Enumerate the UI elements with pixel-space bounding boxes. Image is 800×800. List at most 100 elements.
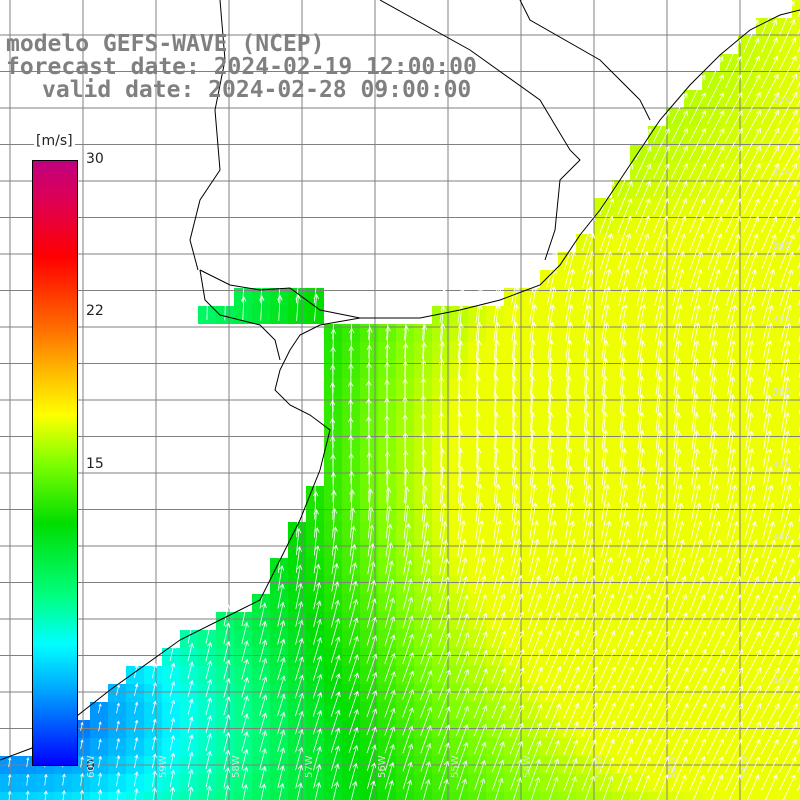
wind-cell [18,792,36,800]
wind-arrow [187,661,194,679]
wind-arrow [761,37,778,71]
wind-arrow [706,720,725,755]
wind-arrow [277,620,286,645]
wind-arrow [457,429,463,468]
wind-arrow [635,593,651,630]
wind-cell [630,792,648,800]
wind-arrow [760,109,779,143]
wind-arrow [707,56,724,89]
wind-arrow [277,656,286,681]
wind-arrow [581,720,598,755]
wind-arrow [706,110,725,143]
wind-arrow [743,37,760,71]
wind-cell [0,792,18,800]
wind-arrow [295,546,302,574]
wind-arrow [743,19,759,53]
wind-arrow [331,599,340,628]
wind-arrow [187,751,194,769]
wind-arrow [169,662,176,679]
wind-arrow [600,268,612,306]
wind-arrow [779,269,794,306]
wind-arrow [653,163,670,197]
wind-arrow [780,448,791,486]
wind-arrow [655,339,664,378]
wind-arrow [491,611,506,648]
wind-arrow [691,429,700,468]
wind-arrow [547,321,555,360]
wind-arrow [511,429,518,468]
wind-arrow [709,322,719,360]
coastline [0,9,800,761]
wind-arrow [709,429,718,468]
wind-arrow [331,745,340,771]
wind-arrow [565,375,572,414]
wind-arrow [706,92,724,125]
wind-arrow [761,233,777,270]
wind-arrow [474,574,487,612]
wind-arrow [134,719,139,732]
wind-arrow [726,304,738,342]
wind-arrow [745,429,754,468]
wind-arrow [706,630,725,665]
wind-cell [792,594,800,612]
wind-arrow [763,429,772,468]
wind-arrow [672,250,685,288]
wind-arrow [637,357,645,396]
wind-arrow [402,761,413,790]
wind-cell [90,792,108,800]
lon-label: 57W [304,755,315,778]
wind-arrow [690,268,703,306]
wind-cell [792,306,800,324]
wind-arrow [742,756,760,791]
wind-arrow [672,520,684,558]
wind-arrow [583,429,591,468]
wind-arrow [724,612,742,647]
wind-arrow [509,722,524,755]
wind-arrow [475,483,483,522]
wind-arrow [438,760,450,790]
wind-arrow [619,393,627,432]
wind-arrow [563,757,578,791]
wind-arrow [617,180,633,215]
wind-arrow [223,622,231,644]
wind-arrow [725,539,740,576]
wind-arrow [455,668,470,701]
wind-arrow [581,702,598,737]
wind-arrow [367,524,375,557]
wind-arrow [689,756,706,791]
wind-arrow [241,713,249,734]
wind-arrow [742,73,761,107]
wind-arrow [277,765,285,789]
wind-arrow [635,197,651,234]
wind-arrow [637,411,645,450]
wind-arrow [511,447,518,486]
wind-arrow [635,630,652,665]
wind-arrow [781,393,790,432]
wind-arrow [655,411,663,450]
wind-arrow [331,526,338,556]
wind-arrow [747,774,760,800]
wind-arrow [349,580,358,610]
wind-arrow [671,215,687,252]
wind-arrow [456,575,468,612]
wind-arrow [402,615,414,647]
wind-cell [792,450,800,468]
wind-arrow [366,598,377,628]
wind-arrow [223,640,231,662]
wind-cell [72,792,90,800]
wind-arrow [420,742,432,772]
wind-arrow [763,411,772,450]
wind-arrow [743,575,759,612]
wind-arrow [493,393,499,432]
wind-arrow [349,489,355,520]
wind-arrow [763,375,772,414]
wind-arrow [385,560,394,593]
lon-label: 51W [740,755,751,778]
wind-arrow [581,611,597,648]
wind-arrow [331,489,337,520]
wind-arrow [653,738,670,773]
wind-arrow [455,687,470,719]
wind-arrow [493,447,500,486]
wind-arrow [511,303,519,342]
wind-arrow [563,629,579,666]
